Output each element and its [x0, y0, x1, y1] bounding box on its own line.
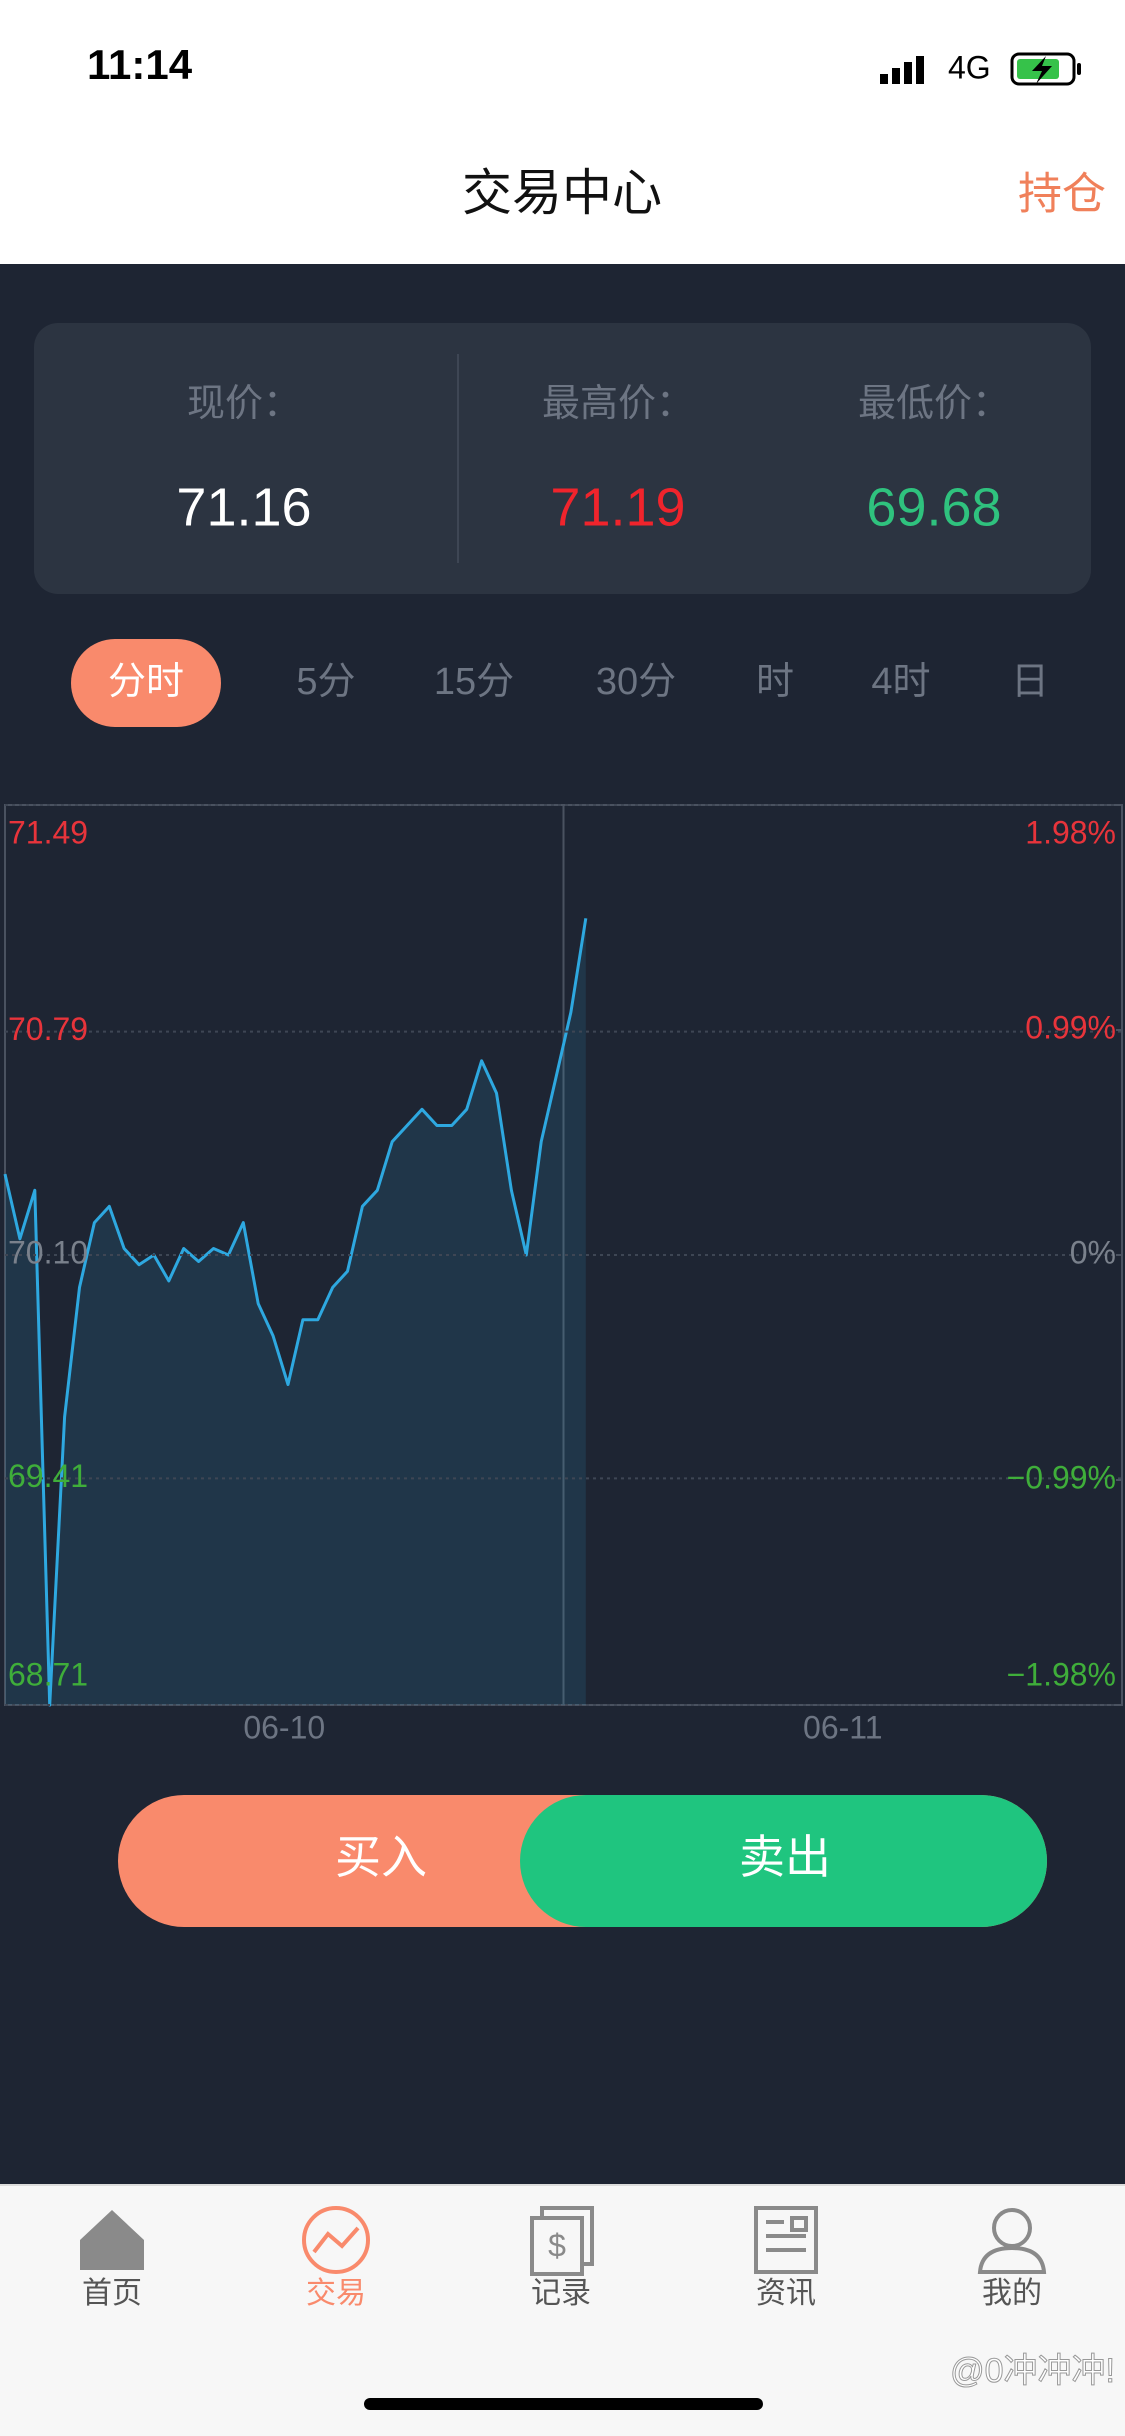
trade-icon: [302, 2206, 370, 2274]
tab-label[interactable]: 记录: [531, 2277, 591, 2310]
y2-tick-label: 0%: [1070, 1234, 1116, 1270]
watermark: @0冲冲冲!: [950, 2352, 1115, 2390]
y-tick-label: 68.71: [8, 1656, 88, 1692]
price-line: [3, 918, 588, 1707]
battery-icon: [1010, 52, 1081, 86]
sell-label[interactable]: 卖出: [739, 1831, 831, 1883]
y2-tick-label: 1.98%: [1025, 814, 1116, 850]
buy-label[interactable]: 买入: [335, 1831, 427, 1883]
tab-label[interactable]: 首页: [82, 2277, 142, 2310]
quote-card: [34, 323, 1091, 594]
active-period-pill: [71, 639, 221, 727]
quote-value: 69.68: [866, 477, 1001, 537]
y2-tick-label: −0.99%: [1007, 1459, 1116, 1495]
tab-label[interactable]: 我的: [982, 2277, 1042, 2310]
period-tab[interactable]: 30分: [596, 661, 676, 703]
quote-label: 最低价：: [858, 383, 1010, 425]
svg-text:$: $: [548, 2227, 566, 2263]
tab-label[interactable]: 资讯: [756, 2277, 816, 2310]
tab-bar-bg: [0, 2185, 1125, 2436]
status-time: 11:14: [87, 41, 193, 88]
y2-tick-label: −1.98%: [1007, 1656, 1116, 1692]
period-tab[interactable]: 4时: [871, 661, 930, 703]
period-tab[interactable]: 分时: [108, 661, 184, 703]
period-tab[interactable]: 15分: [434, 661, 514, 703]
profile-icon: [977, 2208, 1047, 2274]
y-tick-label: 70.10: [8, 1234, 88, 1270]
page-title: 交易中心: [462, 165, 662, 221]
x-tick-label: 06-11: [803, 1709, 882, 1745]
network-label: 4G: [948, 49, 991, 85]
y2-tick-label: 0.99%: [1025, 1009, 1116, 1045]
top-bar-bg: [0, 0, 1125, 264]
news-icon: [754, 2206, 818, 2274]
quote-value: 71.19: [550, 477, 685, 537]
sell-button[interactable]: [520, 1795, 1047, 1927]
y-tick-label: 71.49: [8, 814, 88, 850]
period-tab[interactable]: 5分: [296, 661, 355, 703]
record-icon: $: [530, 2206, 594, 2276]
quote-value: 71.16: [176, 477, 311, 537]
home-indicator: [364, 2398, 763, 2410]
x-tick-label: 06-10: [243, 1709, 325, 1745]
home-icon: [80, 2210, 144, 2270]
y-tick-label: 70.79: [8, 1011, 88, 1047]
price-area: [5, 918, 586, 1705]
quote-label: 最高价：: [542, 383, 694, 425]
positions-link[interactable]: 持仓: [1018, 170, 1106, 219]
signal-icon: [880, 56, 924, 84]
period-tab[interactable]: 日: [1011, 661, 1049, 703]
quote-label: 现价：: [187, 383, 301, 425]
period-tab[interactable]: 时: [756, 661, 794, 703]
tab-label[interactable]: 交易: [306, 2277, 366, 2310]
y-tick-label: 69.41: [8, 1458, 88, 1494]
